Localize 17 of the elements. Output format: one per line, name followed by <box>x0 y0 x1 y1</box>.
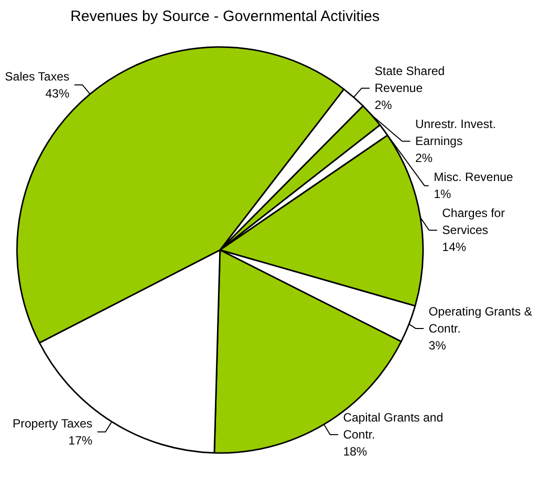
data-label: 14% <box>442 240 466 254</box>
data-label: 2% <box>415 151 433 166</box>
slice-label: Charges for Services <box>442 206 508 238</box>
slice-label: Misc. Revenue <box>434 170 514 184</box>
data-label: 43% <box>45 86 70 100</box>
data-label: 18% <box>343 444 368 459</box>
slice-label: Unrestr. Invest. Earnings <box>415 117 500 148</box>
data-label: 3% <box>428 338 446 352</box>
slice-label: Operating Grants & Contr. <box>428 304 536 336</box>
slice-label: State Shared Revenue <box>374 64 448 96</box>
chart-title: Revenues by Source - Governmental Activities <box>70 8 380 25</box>
slice-label: Capital Grants and Contr. <box>343 410 446 442</box>
slice-label: Sales Taxes <box>4 69 70 84</box>
data-label: 17% <box>68 433 93 448</box>
data-label: 2% <box>374 98 392 112</box>
slice-label: Property Taxes <box>12 416 92 430</box>
data-label: 1% <box>434 187 452 202</box>
